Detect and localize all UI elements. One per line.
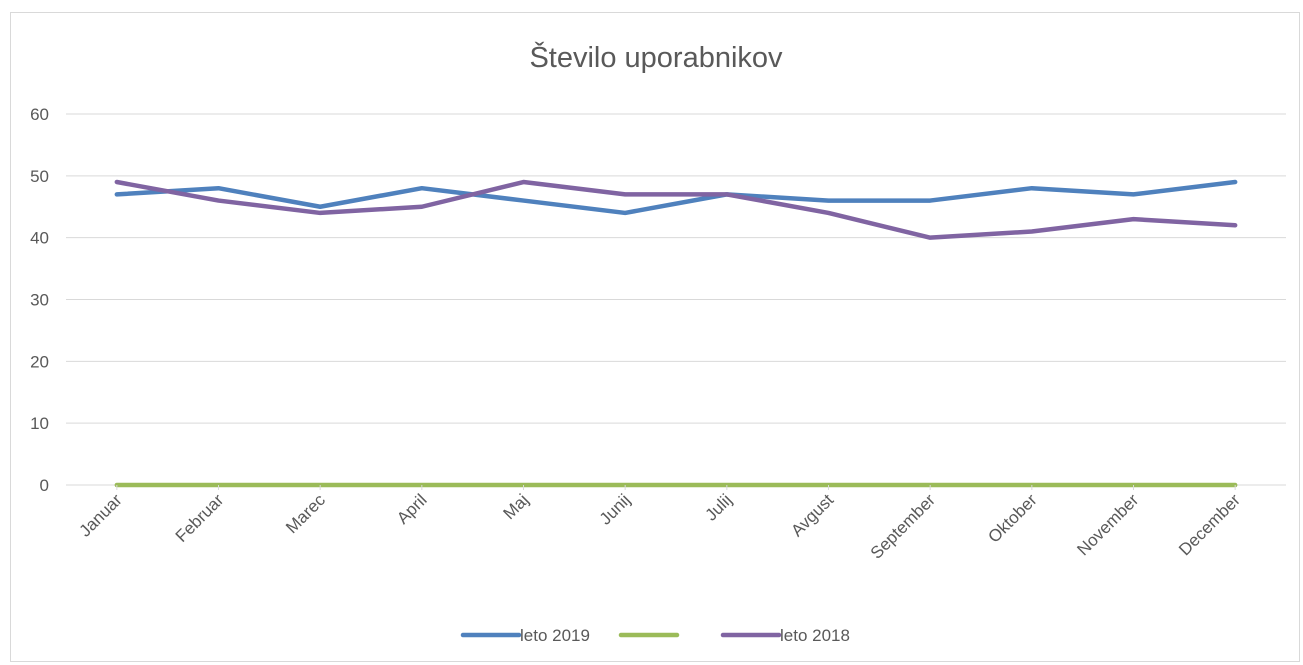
chart-title: Število uporabnikov — [529, 40, 783, 74]
x-tick-label: April — [393, 490, 430, 527]
y-tick-label: 50 — [30, 167, 49, 186]
y-tick-label: 30 — [30, 291, 49, 310]
y-tick-label: 10 — [30, 414, 49, 433]
series-line-1 — [114, 179, 1238, 216]
x-tick-label: Februar — [172, 490, 228, 546]
y-tick-label: 40 — [30, 229, 49, 248]
x-tick-label: Junij — [596, 490, 634, 528]
x-tick-label: November — [1073, 490, 1142, 559]
series-line-3 — [114, 179, 1238, 240]
x-axis-ticks: Januar Februar Marec April Maj Junij Julij Avgu… — [75, 485, 1244, 563]
x-tick-label: Januar — [75, 490, 125, 540]
line-chart: Število uporabnikov 0 10 20 30 40 50 60 Januar… — [30, 40, 1286, 645]
x-tick-label: Marec — [282, 490, 329, 537]
x-tick-label: September — [867, 490, 939, 562]
y-tick-label: 20 — [30, 352, 49, 371]
legend-label: leto 2018 — [780, 626, 850, 645]
x-tick-label: December — [1175, 490, 1244, 559]
series-lines — [114, 179, 1238, 488]
gridlines — [66, 113, 1286, 486]
chart-frame: Število uporabnikov 0 10 20 30 40 50 60 Januar… — [10, 12, 1300, 662]
x-tick-label: Julij — [702, 490, 736, 524]
y-axis-ticks: 0 10 20 30 40 50 60 — [30, 105, 49, 495]
x-tick-label: Avgust — [787, 490, 837, 540]
x-tick-label: Maj — [500, 490, 533, 523]
legend: leto 2019 leto 2018 — [460, 626, 850, 645]
x-tick-label: Oktober — [984, 490, 1040, 546]
y-tick-label: 0 — [40, 476, 49, 495]
legend-label: leto 2019 — [520, 626, 590, 645]
y-tick-label: 60 — [30, 105, 49, 124]
